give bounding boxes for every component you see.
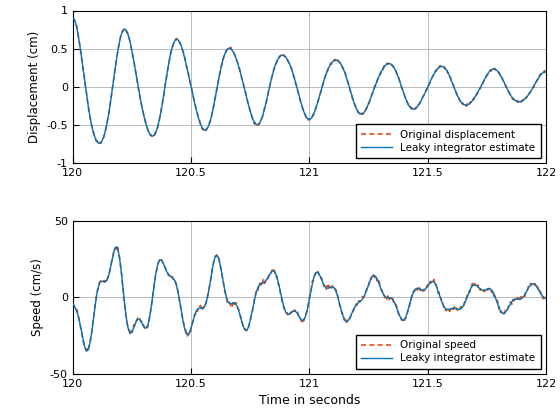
Line: Leaky integrator estimate: Leaky integrator estimate [73, 18, 546, 143]
Original speed [80, 339, 87, 344]
Legend: Original displacement, Leaky integrator estimate: Original displacement, Leaky integrator … [356, 124, 541, 158]
Leaky integrator estimate [83, 348, 90, 353]
Original speed [69, 301, 76, 306]
Leaky integrator estimate [543, 296, 549, 301]
Leaky integrator estimate [69, 302, 76, 307]
Original displacement [459, 101, 466, 106]
Original displacement [112, 64, 119, 69]
Leaky integrator estimate [80, 339, 87, 344]
Leaky integrator estimate [459, 101, 466, 106]
Original speed [354, 302, 361, 307]
Leaky integrator estimate [113, 244, 119, 249]
Leaky integrator estimate [112, 66, 119, 71]
Leaky integrator estimate [95, 284, 102, 289]
Leaky integrator estimate [69, 16, 76, 21]
Leaky integrator estimate [246, 322, 253, 327]
Original displacement [80, 70, 87, 75]
Line: Original speed: Original speed [73, 246, 546, 351]
Original speed [543, 296, 549, 301]
Original displacement [69, 16, 76, 21]
Y-axis label: Displacement (cm): Displacement (cm) [28, 31, 41, 143]
Leaky integrator estimate [354, 108, 361, 113]
Original displacement [246, 104, 253, 109]
Line: Leaky integrator estimate: Leaky integrator estimate [73, 247, 546, 351]
Original speed [112, 246, 119, 251]
Original speed [95, 283, 102, 288]
Line: Original displacement: Original displacement [73, 18, 546, 144]
X-axis label: Time in seconds: Time in seconds [259, 394, 360, 407]
Legend: Original speed, Leaky integrator estimate: Original speed, Leaky integrator estimat… [356, 335, 541, 369]
Leaky integrator estimate [459, 304, 466, 310]
Original displacement [95, 142, 102, 147]
Original displacement [354, 109, 361, 114]
Leaky integrator estimate [96, 141, 102, 146]
Leaky integrator estimate [245, 104, 252, 109]
Leaky integrator estimate [354, 301, 361, 306]
Original speed [246, 323, 253, 328]
Leaky integrator estimate [112, 245, 119, 250]
Leaky integrator estimate [543, 69, 549, 74]
Original displacement [69, 16, 76, 21]
Original speed [85, 349, 91, 354]
Original speed [114, 244, 120, 249]
Leaky integrator estimate [95, 140, 102, 145]
Original displacement [95, 141, 102, 146]
Original displacement [543, 70, 549, 75]
Leaky integrator estimate [80, 69, 87, 74]
Y-axis label: Speed (cm/s): Speed (cm/s) [31, 259, 44, 336]
Original speed [459, 304, 466, 309]
